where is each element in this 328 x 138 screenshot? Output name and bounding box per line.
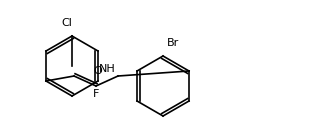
Text: O: O — [94, 66, 102, 76]
Text: F: F — [93, 89, 99, 99]
Text: Br: Br — [167, 38, 179, 48]
Text: Cl: Cl — [62, 18, 72, 28]
Text: NH: NH — [99, 64, 116, 74]
